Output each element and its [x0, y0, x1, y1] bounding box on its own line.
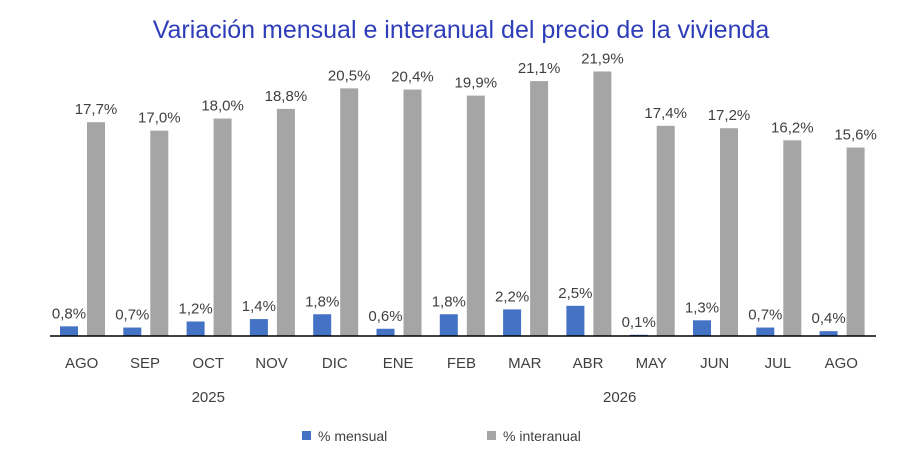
bar-interanual-11 — [783, 140, 802, 336]
x-tick-label-10: JUN — [700, 355, 729, 372]
data-label-mensual-2: 1,2% — [178, 301, 212, 318]
year-label-1: 2026 — [603, 389, 636, 406]
x-tick-label-9: MAY — [636, 355, 667, 372]
bar-interanual-10 — [720, 128, 738, 336]
bar-interanual-8 — [593, 71, 612, 336]
bar-mensual-5 — [376, 328, 395, 336]
data-label-interanual-12: 15,6% — [834, 127, 877, 144]
bar-mensual-6 — [439, 314, 458, 336]
bar-mensual-12 — [819, 331, 838, 336]
year-label-0: 2025 — [192, 389, 225, 406]
data-label-mensual-12: 0,4% — [811, 310, 845, 327]
bar-interanual-2 — [213, 118, 232, 336]
bar-mensual-2 — [186, 321, 205, 336]
x-tick-label-3: NOV — [255, 355, 288, 372]
bar-mensual-3 — [249, 319, 268, 336]
data-label-mensual-3: 1,4% — [242, 298, 276, 315]
x-axis-ticks: AGO SEP OCT NOV DIC ENE FEB MAR ABR MAY JUN JUL AGO — [65, 355, 858, 372]
data-label-mensual-9: 0,1% — [622, 314, 656, 331]
data-label-interanual-5: 20,4% — [391, 69, 434, 86]
data-label-interanual-8: 21,9% — [581, 50, 624, 67]
data-label-mensual-1: 0,7% — [115, 307, 149, 324]
data-label-interanual-10: 17,2% — [708, 107, 751, 124]
data-label-interanual-2: 18,0% — [201, 98, 244, 115]
x-tick-label-4: DIC — [322, 355, 348, 372]
data-label-mensual-10: 1,3% — [685, 299, 719, 316]
data-label-interanual-7: 21,1% — [518, 60, 561, 77]
data-label-interanual-11: 16,2% — [771, 119, 814, 136]
bar-interanual-1 — [150, 130, 169, 336]
bar-mensual-4 — [313, 314, 332, 336]
bar-mensual-7 — [503, 309, 522, 336]
bar-mensual-10 — [693, 320, 711, 336]
plot-area: 0,8% 17,7% 0,7% 17,0% 1,2% 18,0% 1,4% 18,8% 1,8%… — [52, 50, 877, 337]
data-label-mensual-7: 2,2% — [495, 288, 529, 305]
x-tick-label-2: OCT — [192, 355, 224, 372]
bar-interanual-9 — [656, 125, 675, 336]
bar-interanual-12 — [846, 147, 865, 336]
legend-swatch-interanual — [487, 431, 496, 440]
x-tick-label-1: SEP — [130, 355, 160, 372]
data-label-mensual-5: 0,6% — [368, 308, 402, 325]
x-tick-label-8: ABR — [573, 355, 604, 372]
bar-interanual-0 — [87, 122, 105, 337]
data-label-mensual-8: 2,5% — [558, 285, 592, 302]
bar-interanual-7 — [530, 81, 549, 336]
x-tick-label-5: ENE — [383, 355, 414, 372]
legend-label-interanual: % interanual — [503, 428, 581, 444]
data-label-interanual-9: 17,4% — [644, 105, 687, 122]
x-tick-label-7: MAR — [508, 355, 542, 372]
legend: % mensual % interanual — [302, 428, 581, 444]
data-label-interanual-3: 18,8% — [265, 88, 308, 105]
bar-interanual-5 — [403, 89, 422, 337]
data-label-interanual-1: 17,0% — [138, 110, 181, 127]
data-label-mensual-4: 1,8% — [305, 293, 339, 310]
bar-mensual-8 — [566, 305, 585, 336]
bar-mensual-1 — [123, 327, 142, 336]
bar-interanual-3 — [276, 108, 295, 336]
bar-interanual-4 — [340, 88, 359, 336]
x-tick-label-0: AGO — [65, 355, 98, 372]
x-tick-label-12: AGO — [825, 355, 858, 372]
year-labels: 2025 2026 — [192, 389, 637, 406]
data-label-mensual-11: 0,7% — [748, 307, 782, 324]
bar-mensual-0 — [60, 326, 78, 336]
data-label-interanual-4: 20,5% — [328, 67, 371, 84]
data-label-mensual-0: 0,8% — [52, 305, 86, 322]
bar-interanual-6 — [466, 95, 485, 336]
x-tick-label-6: FEB — [447, 355, 476, 372]
data-label-mensual-6: 1,8% — [432, 293, 466, 310]
legend-swatch-mensual — [302, 431, 311, 440]
bar-mensual-11 — [756, 327, 775, 336]
x-tick-label-11: JUL — [765, 355, 792, 372]
legend-label-mensual: % mensual — [318, 428, 387, 444]
data-label-interanual-0: 17,7% — [75, 101, 118, 118]
data-label-interanual-6: 19,9% — [455, 75, 498, 92]
chart-title: Variación mensual e interanual del preci… — [153, 16, 770, 44]
